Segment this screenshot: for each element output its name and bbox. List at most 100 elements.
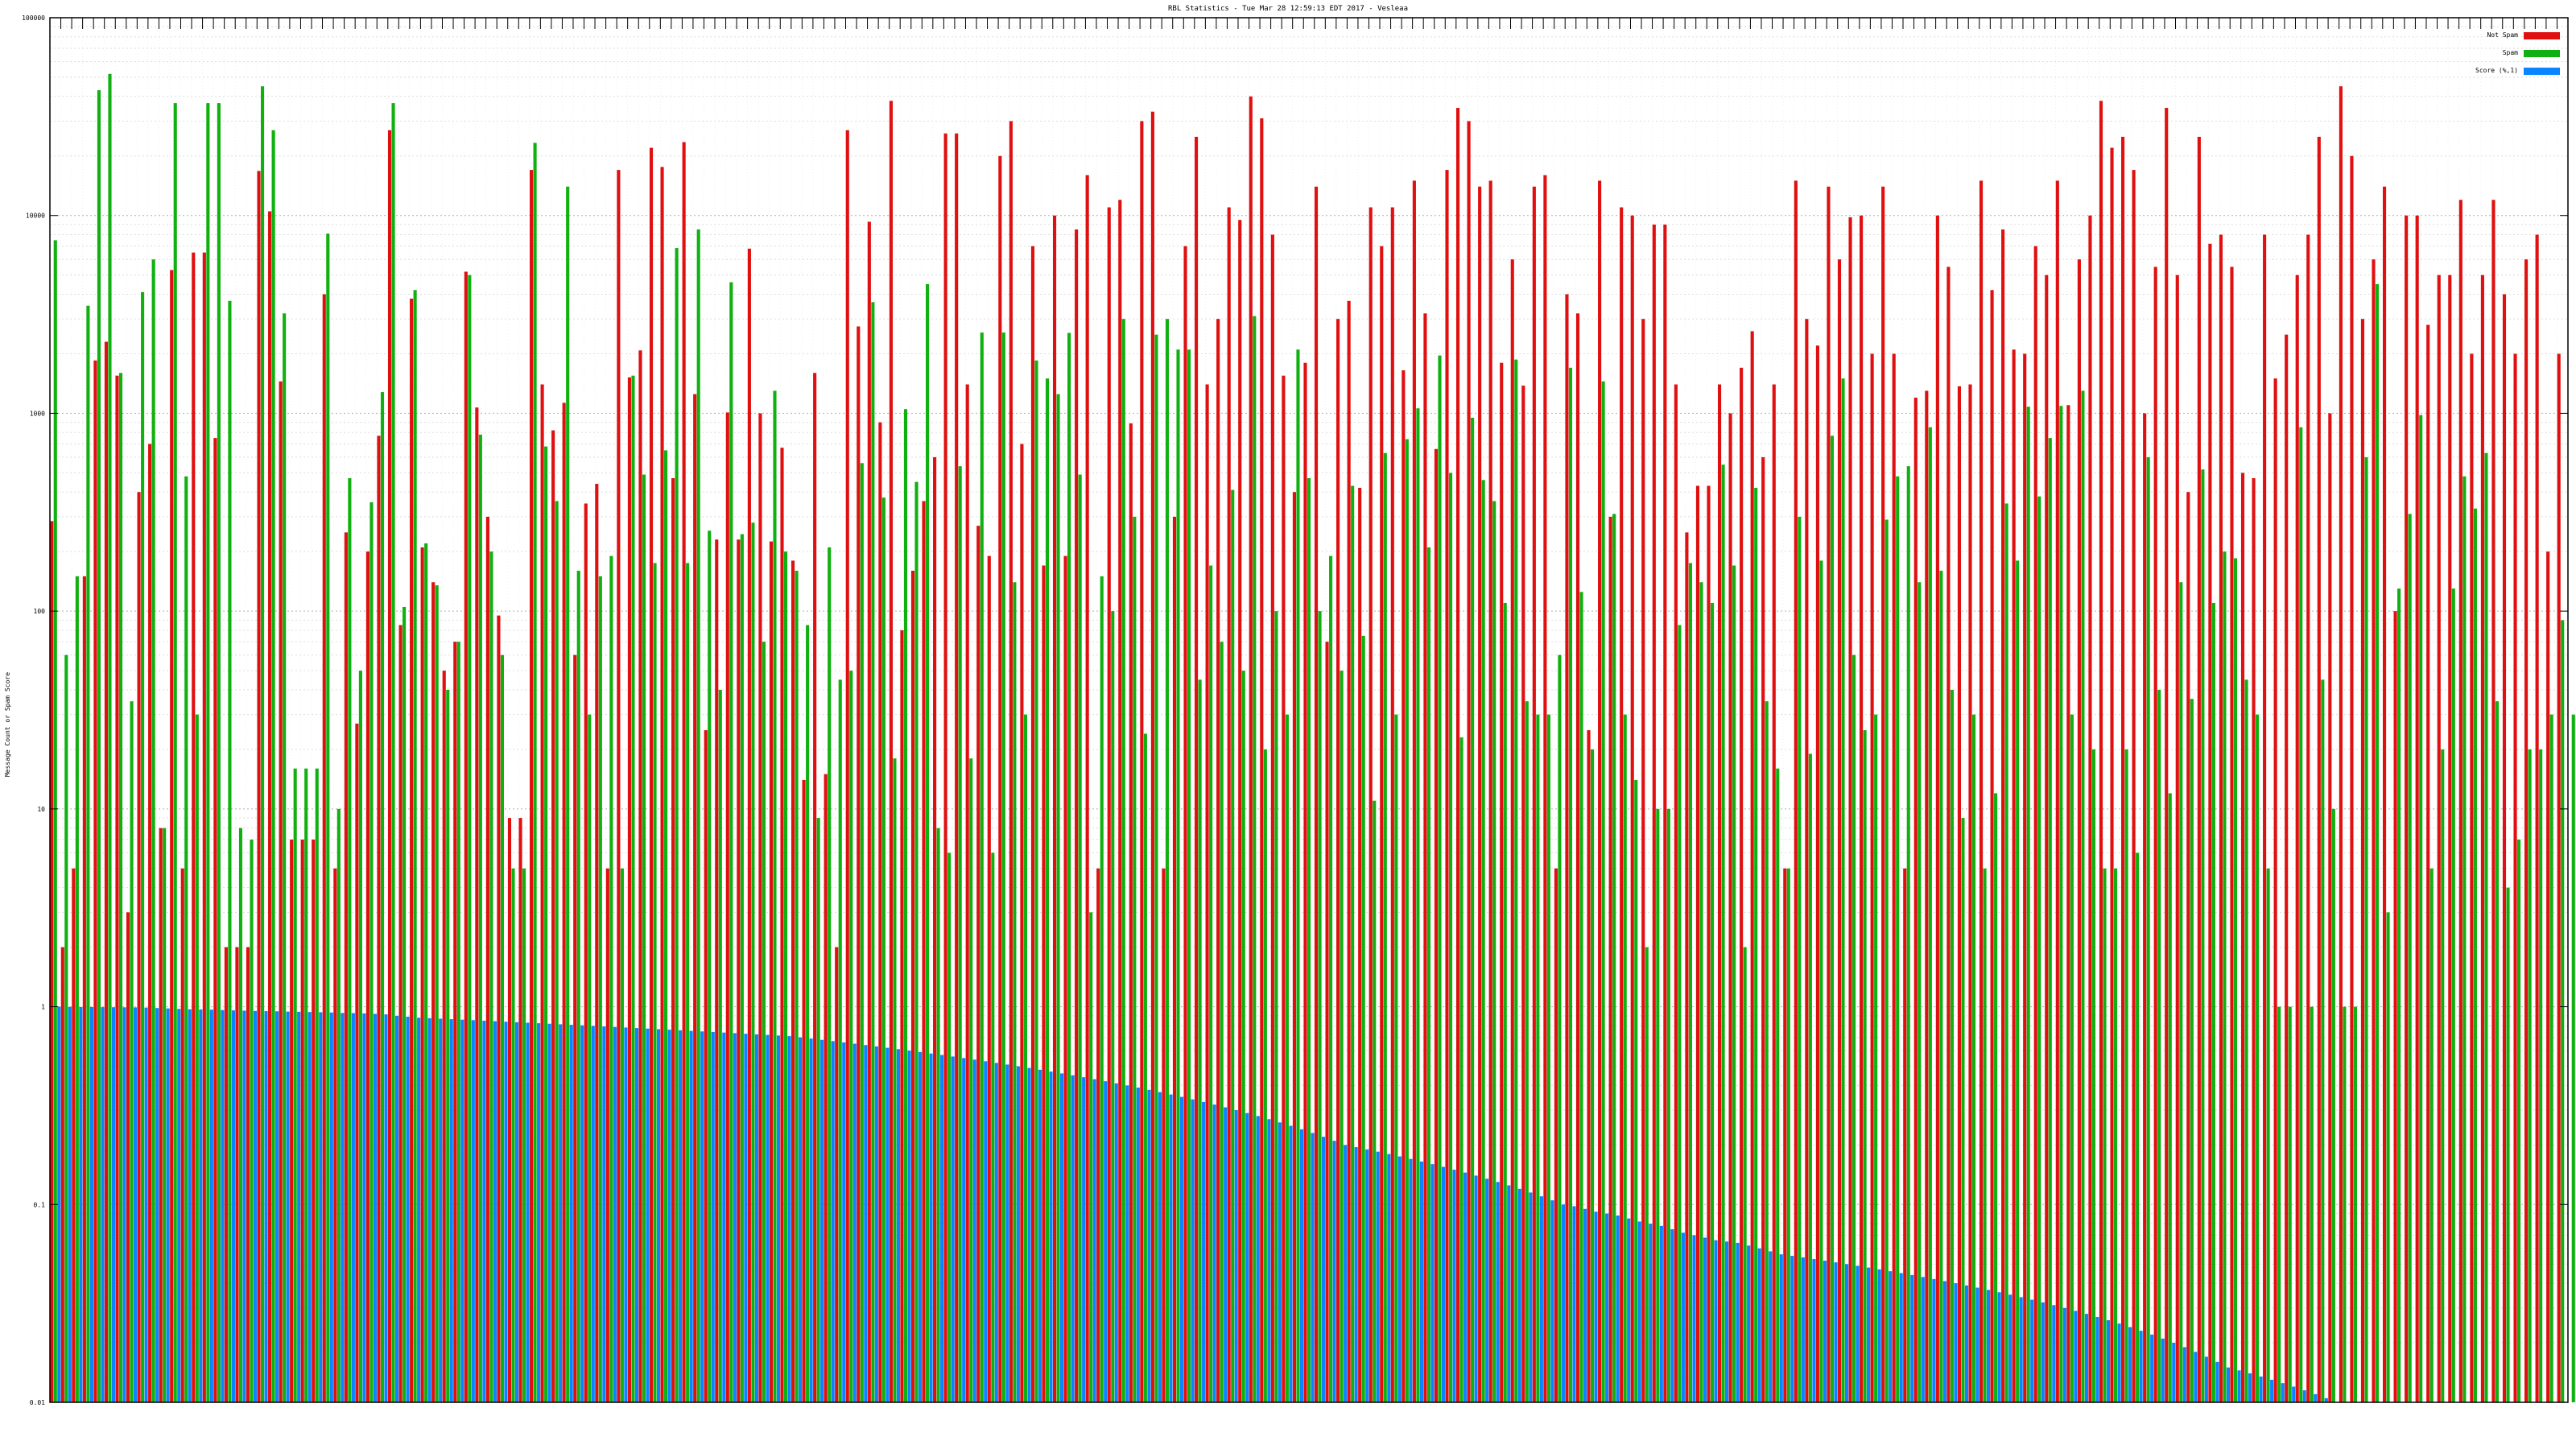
bar-spam [926, 283, 930, 1402]
bar-score-1 [1757, 1248, 1761, 1402]
bar-spam [1841, 378, 1845, 1403]
bar-not-spam [1772, 384, 1776, 1402]
bar-score-1 [689, 1030, 693, 1402]
bar-not-spam [1368, 207, 1373, 1403]
bar-not-spam [2077, 259, 2081, 1402]
bar-not-spam [2350, 155, 2354, 1402]
bar-not-spam [1979, 180, 1984, 1402]
bar-not-spam [2393, 611, 2397, 1402]
bar-score-1 [417, 1018, 421, 1402]
bar-not-spam [1402, 369, 1406, 1403]
bar-spam [336, 808, 341, 1402]
bar-score-1 [1147, 1089, 1151, 1402]
bar-not-spam [2448, 275, 2452, 1403]
bar-spam [653, 563, 657, 1402]
bar-spam [1078, 474, 1082, 1403]
bar-score-1 [2226, 1367, 2231, 1402]
plot-frame [49, 17, 2569, 1403]
bar-not-spam [2143, 413, 2147, 1402]
bar-not-spam [420, 547, 424, 1402]
bar-score-1 [1005, 1064, 1009, 1402]
bar-spam [206, 103, 210, 1402]
bar-spam [1645, 947, 1649, 1402]
bar-score-1 [787, 1036, 791, 1402]
bar-spam [958, 466, 962, 1402]
bar-score-1 [2182, 1347, 2186, 1402]
bar-not-spam [562, 402, 566, 1402]
bar-not-spam [627, 377, 631, 1402]
bar-not-spam [60, 947, 64, 1402]
bar-spam [1754, 488, 1758, 1402]
bar-not-spam [1183, 246, 1187, 1403]
bar-spam [718, 689, 722, 1402]
bar-not-spam [1761, 456, 1765, 1403]
bar-spam [914, 481, 919, 1403]
bar-score-1 [896, 1049, 901, 1402]
bar-spam [1231, 489, 1235, 1402]
bar-not-spam [1630, 215, 1634, 1402]
bar-score-1 [341, 1013, 345, 1402]
bar-score-1 [733, 1033, 737, 1402]
bar-not-spam [540, 384, 544, 1402]
bar-not-spam [1903, 868, 1907, 1402]
bar-not-spam [1641, 319, 1645, 1402]
bar-spam [195, 714, 199, 1402]
bar-spam [2462, 476, 2467, 1402]
bar-score-1 [1997, 1292, 2001, 1402]
bar-spam [2277, 1006, 2281, 1402]
bar-score-1 [1529, 1192, 1533, 1402]
bar-spam [1568, 367, 1573, 1403]
bar-not-spam [2306, 234, 2310, 1402]
bar-score-1 [1670, 1228, 1674, 1402]
bar-not-spam [1096, 868, 1100, 1402]
bar-spam [1656, 808, 1660, 1402]
bar-spam [391, 103, 395, 1402]
bar-not-spam [1870, 353, 1874, 1403]
bar-not-spam [1957, 386, 1962, 1403]
bar-spam [1874, 714, 1878, 1402]
bar-spam [358, 671, 362, 1402]
bar-score-1 [319, 1012, 323, 1402]
legend-swatch-score-1 [2524, 68, 2560, 75]
bars-layer [50, 73, 2575, 1403]
bar-not-spam [431, 582, 436, 1402]
bar-score-1 [2117, 1323, 2121, 1402]
bar-spam [947, 852, 952, 1402]
bar-score-1 [2095, 1317, 2099, 1402]
bar-not-spam [1946, 266, 1951, 1403]
bar-score-1 [286, 1011, 290, 1402]
bar-not-spam [290, 839, 294, 1402]
bar-not-spam [1990, 290, 1994, 1402]
bar-not-spam [878, 422, 882, 1402]
bar-score-1 [951, 1056, 955, 1402]
legend-label-score-1: Score (%,1) [2475, 67, 2518, 74]
bar-spam [1819, 560, 1823, 1403]
bar-not-spam [1195, 136, 1199, 1403]
bar-spam [849, 671, 853, 1402]
bar-spam [369, 502, 374, 1403]
bar-score-1 [1725, 1241, 1729, 1402]
bar-spam [686, 563, 690, 1402]
bar-score-1 [799, 1037, 803, 1402]
legend: Not Spam Spam Score (%,1) [2475, 31, 2560, 75]
bar-score-1 [1397, 1156, 1402, 1402]
y-axis-label: Message Count or Spam Score [4, 672, 11, 777]
bar-not-spam [1848, 217, 1852, 1403]
bar-spam [1852, 654, 1856, 1402]
bar-spam [1612, 514, 1616, 1403]
bar-score-1 [1332, 1141, 1336, 1402]
bar-not-spam [1172, 516, 1177, 1402]
bar-spam [816, 818, 820, 1402]
bar-not-spam [365, 551, 370, 1402]
bar-not-spam [2186, 492, 2190, 1402]
bar-not-spam [1380, 246, 1384, 1403]
bar-not-spam [1695, 485, 1700, 1402]
bar-spam [1678, 625, 1682, 1402]
bar-score-1 [2052, 1305, 2056, 1402]
bar-spam [762, 642, 766, 1402]
bar-not-spam [551, 430, 555, 1402]
bar-spam [326, 233, 330, 1403]
bar-spam [773, 390, 777, 1403]
bar-spam [1808, 753, 1812, 1402]
bar-not-spam [835, 947, 839, 1402]
